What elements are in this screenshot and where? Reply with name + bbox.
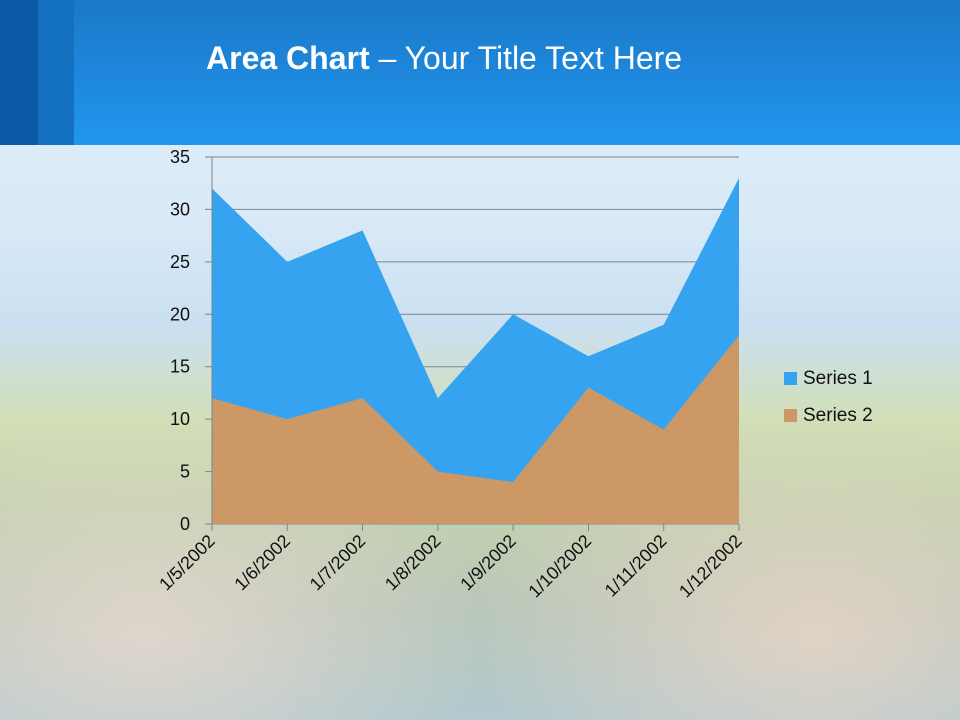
x-tick-label: 1/7/2002 bbox=[306, 531, 370, 595]
y-tick-label: 35 bbox=[170, 147, 190, 167]
legend-item-series-1: Series 1 bbox=[784, 360, 873, 397]
slide-title: Area Chart – Your Title Text Here bbox=[206, 40, 682, 77]
legend-swatch bbox=[784, 409, 797, 422]
title-rest: – Your Title Text Here bbox=[369, 40, 683, 76]
title-bold: Area Chart bbox=[206, 40, 370, 76]
legend-label: Series 1 bbox=[803, 367, 873, 389]
decor-strip bbox=[0, 0, 38, 145]
legend: Series 1 Series 2 bbox=[784, 360, 873, 434]
decor-strip bbox=[38, 0, 74, 145]
x-tick-label: 1/11/2002 bbox=[601, 531, 671, 601]
x-tick-label: 1/12/2002 bbox=[675, 531, 746, 602]
legend-item-series-2: Series 2 bbox=[784, 397, 873, 434]
x-tick-label: 1/8/2002 bbox=[381, 531, 445, 595]
y-tick-label: 15 bbox=[170, 357, 190, 377]
y-tick-label: 25 bbox=[170, 252, 190, 272]
x-tick-label: 1/9/2002 bbox=[456, 531, 520, 595]
y-tick-label: 20 bbox=[170, 304, 190, 324]
title-bar bbox=[0, 0, 960, 145]
y-tick-label: 10 bbox=[170, 409, 190, 429]
x-tick-label: 1/10/2002 bbox=[524, 531, 595, 602]
y-tick-label: 5 bbox=[180, 462, 190, 482]
area-series-2 bbox=[212, 335, 739, 524]
x-tick-label: 1/6/2002 bbox=[230, 531, 294, 595]
y-tick-label: 0 bbox=[180, 514, 190, 534]
x-tick-label: 1/5/2002 bbox=[155, 531, 219, 595]
y-tick-label: 30 bbox=[170, 199, 190, 219]
legend-label: Series 2 bbox=[803, 404, 873, 426]
legend-swatch bbox=[784, 372, 797, 385]
